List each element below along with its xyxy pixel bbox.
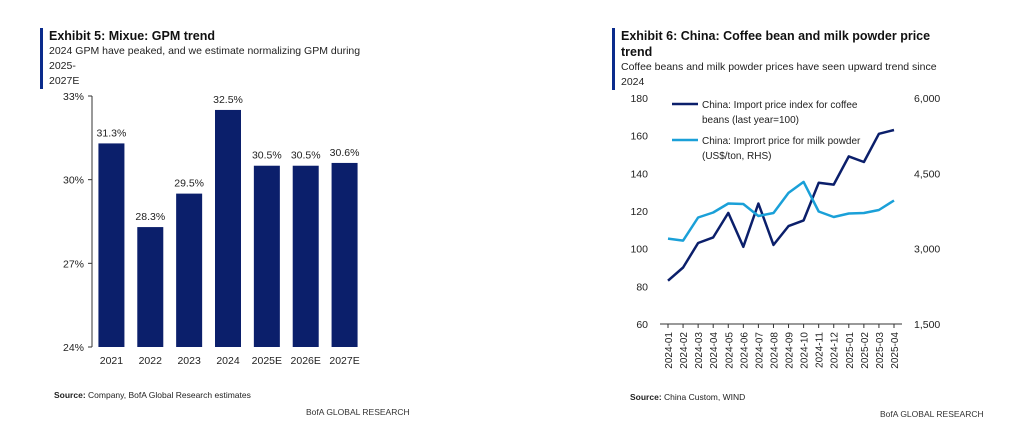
exhibit-5-source-label: Source: bbox=[54, 390, 86, 400]
data-label-2027E: 30.6% bbox=[330, 147, 360, 159]
left-y-tick-label: 140 bbox=[630, 168, 648, 180]
left-y-tick-label: 60 bbox=[636, 319, 648, 331]
y-tick-label: 30% bbox=[63, 175, 84, 187]
left-y-tick-label: 160 bbox=[630, 131, 648, 143]
exhibit-6-source-text: China Custom, WIND bbox=[661, 392, 746, 402]
x-tick-label: 2024-08 bbox=[769, 332, 780, 369]
exhibit-5-source: Source: Company, BofA Global Research es… bbox=[54, 390, 251, 400]
right-y-tick-label: 3,000 bbox=[914, 244, 940, 256]
exhibit-6-title-block: Exhibit 6: China: Coffee bean and milk p… bbox=[612, 28, 952, 90]
y-tick-label: 24% bbox=[63, 342, 84, 354]
x-tick-label: 2025-02 bbox=[860, 332, 871, 369]
legend: China: Import price index for coffee bean… bbox=[672, 100, 861, 162]
bar-2025E bbox=[253, 165, 280, 347]
x-tick-label: 2024-10 bbox=[800, 332, 811, 369]
exhibit-6-title-line-1: Exhibit 6: China: Coffee bean and milk p… bbox=[621, 29, 931, 43]
bar-2021 bbox=[98, 143, 125, 347]
legend-label-line-2: (US$/ton, RHS) bbox=[702, 151, 771, 162]
x-tick-label: 2027E bbox=[329, 355, 359, 367]
exhibit-5-subtitle-line-1: 2024 GPM have peaked, and we estimate no… bbox=[49, 45, 361, 72]
left-y-tick-label: 120 bbox=[630, 206, 648, 218]
data-label-2022: 28.3% bbox=[135, 211, 165, 223]
exhibit-5-title: Exhibit 5: Mixue: GPM trend bbox=[49, 29, 215, 43]
right-y-tick-label: 1,500 bbox=[914, 319, 940, 331]
x-tick-label: 2024-12 bbox=[830, 332, 841, 369]
exhibit-5-footer: BofA GLOBAL RESEARCH bbox=[306, 407, 410, 417]
bar-2027E bbox=[331, 162, 358, 347]
data-label-2023: 29.5% bbox=[174, 178, 204, 190]
legend-label-line-1: China: Imprort price for milk powder bbox=[702, 136, 861, 147]
x-tick-label: 2024-09 bbox=[785, 332, 796, 369]
y-tick-label: 27% bbox=[63, 258, 84, 270]
x-tick-label: 2026E bbox=[291, 355, 321, 367]
data-label-2026E: 30.5% bbox=[291, 150, 321, 162]
data-label-2024: 32.5% bbox=[213, 94, 243, 106]
x-tick-label: 2025-03 bbox=[875, 332, 886, 369]
x-tick-label: 2025E bbox=[252, 355, 282, 367]
left-y-tick-label: 180 bbox=[630, 93, 648, 105]
exhibit-5-subtitle-line-2: 2027E bbox=[49, 75, 80, 87]
x-tick-label: 2025-01 bbox=[845, 332, 856, 369]
exhibit-6-subtitle: Coffee beans and milk powder prices have… bbox=[621, 61, 937, 88]
x-tick-label: 2024-04 bbox=[709, 332, 720, 369]
x-tick-label: 2024-01 bbox=[664, 332, 675, 369]
right-y-tick-label: 6,000 bbox=[914, 93, 940, 105]
right-y-tick-label: 4,500 bbox=[914, 168, 940, 180]
x-tick-label: 2024-02 bbox=[679, 332, 690, 369]
x-tick-label: 2024 bbox=[216, 355, 240, 367]
bar-2022 bbox=[137, 227, 164, 347]
x-tick-label: 2025-04 bbox=[890, 332, 901, 369]
coffee-bean-series-line bbox=[667, 128, 895, 282]
exhibit-5-panel: Exhibit 5: Mixue: GPM trend 2024 GPM hav… bbox=[40, 28, 410, 438]
x-tick-label: 2024-03 bbox=[694, 332, 705, 369]
price-line-chart: 60 80 100 120 140 160 180 1,500 3,000 4,500 6,000 2… bbox=[630, 93, 940, 369]
legend-label-line-2: beans (last year=100) bbox=[702, 115, 799, 126]
exhibit-6-footer: BofA GLOBAL RESEARCH bbox=[880, 409, 984, 419]
x-tick-label: 2024-06 bbox=[739, 332, 750, 369]
exhibit-5-title-block: Exhibit 5: Mixue: GPM trend 2024 GPM hav… bbox=[40, 28, 380, 89]
left-y-tick-label: 80 bbox=[636, 281, 648, 293]
gpm-bar-chart: 24% 27% 30% 33% 31.3% 2021 28.3% 2022 29.5% 2023 3… bbox=[63, 91, 360, 367]
data-label-2025E: 30.5% bbox=[252, 150, 282, 162]
y-tick-label: 33% bbox=[63, 91, 84, 103]
x-tick-label: 2024-11 bbox=[815, 332, 826, 368]
exhibit-6-source-label: Source: bbox=[630, 392, 662, 402]
data-label-2021: 31.3% bbox=[97, 127, 127, 139]
exhibit-6-title-line-2: trend bbox=[621, 45, 653, 59]
x-tick-label: 2022 bbox=[139, 355, 163, 367]
bar-2023 bbox=[176, 193, 203, 347]
x-tick-label: 2024-05 bbox=[724, 332, 735, 369]
bar-2026E bbox=[292, 165, 319, 347]
left-y-tick-label: 100 bbox=[630, 244, 648, 256]
legend-label-line-1: China: Import price index for coffee bbox=[702, 100, 858, 111]
milk-powder-series-line bbox=[667, 180, 895, 242]
bar-2024 bbox=[215, 109, 241, 347]
exhibit-6-source: Source: China Custom, WIND bbox=[630, 392, 745, 402]
x-tick-label: 2021 bbox=[100, 355, 124, 367]
x-tick-label: 2023 bbox=[177, 355, 201, 367]
exhibit-5-source-text: Company, BofA Global Research estimates bbox=[85, 390, 251, 400]
x-tick-label: 2024-07 bbox=[754, 332, 765, 369]
exhibit-6-panel: Exhibit 6: China: Coffee bean and milk p… bbox=[612, 28, 984, 438]
